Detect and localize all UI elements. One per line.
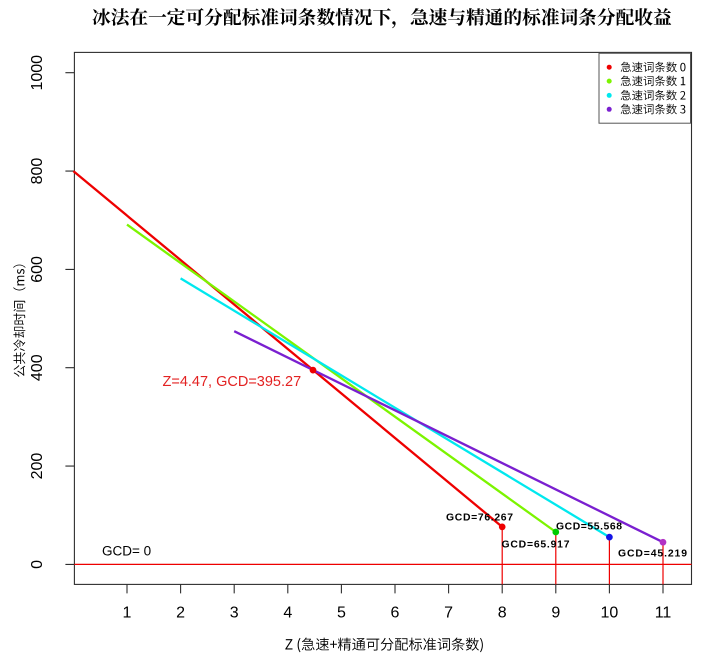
svg-text:0: 0 bbox=[29, 560, 46, 569]
svg-text:GCD=76.267: GCD=76.267 bbox=[446, 513, 513, 524]
svg-text:GCD=65.917: GCD=65.917 bbox=[502, 540, 570, 551]
svg-text:1000: 1000 bbox=[29, 55, 46, 91]
svg-text:600: 600 bbox=[29, 256, 46, 283]
svg-text:7: 7 bbox=[444, 605, 453, 622]
svg-text:3: 3 bbox=[230, 605, 239, 622]
svg-text:Z=4.47, GCD=395.27: Z=4.47, GCD=395.27 bbox=[163, 374, 302, 390]
svg-text:GCD=55.568: GCD=55.568 bbox=[556, 522, 622, 533]
svg-text:10: 10 bbox=[601, 605, 619, 622]
svg-text:GCD=45.219: GCD=45.219 bbox=[618, 549, 687, 560]
svg-text:2: 2 bbox=[176, 605, 185, 622]
svg-text:800: 800 bbox=[29, 158, 46, 185]
svg-text:8: 8 bbox=[498, 605, 507, 622]
svg-text:GCD= 0: GCD= 0 bbox=[102, 543, 151, 558]
svg-text:9: 9 bbox=[551, 605, 560, 622]
svg-text:4: 4 bbox=[283, 605, 292, 622]
svg-text:1: 1 bbox=[123, 605, 132, 622]
svg-text:6: 6 bbox=[391, 605, 400, 622]
svg-text:400: 400 bbox=[29, 354, 46, 381]
svg-text:200: 200 bbox=[29, 453, 46, 480]
svg-text:5: 5 bbox=[337, 605, 346, 622]
svg-text:11: 11 bbox=[655, 605, 672, 622]
